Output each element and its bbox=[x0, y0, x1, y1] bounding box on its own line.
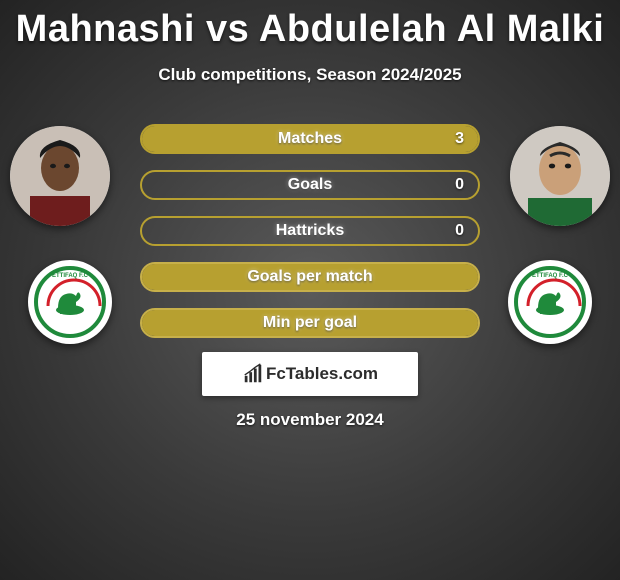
badge-arc-icon bbox=[38, 270, 110, 342]
badge-arc-icon bbox=[518, 270, 590, 342]
stat-row: Goals 0 bbox=[140, 170, 480, 200]
chart-icon bbox=[242, 363, 264, 385]
player-right-avatar bbox=[510, 126, 610, 226]
stat-label: Goals per match bbox=[247, 268, 372, 285]
page-title: Mahnashi vs Abdulelah Al Malki bbox=[0, 0, 620, 51]
club-right-badge: ETTIFAQ F.C bbox=[508, 260, 592, 344]
player-left-avatar bbox=[10, 126, 110, 226]
stat-label: Min per goal bbox=[263, 314, 357, 331]
snapshot-date: 25 november 2024 bbox=[0, 410, 620, 430]
stat-label: Matches bbox=[278, 130, 342, 147]
fctables-text: FcTables.com bbox=[266, 364, 378, 384]
page-subtitle: Club competitions, Season 2024/2025 bbox=[0, 65, 620, 85]
stat-value-right: 3 bbox=[455, 126, 464, 152]
stat-value-right: 0 bbox=[455, 172, 464, 198]
stat-row: Matches 3 bbox=[140, 124, 480, 154]
stat-label: Goals bbox=[288, 176, 332, 193]
stat-row: Hattricks 0 bbox=[140, 216, 480, 246]
fctables-watermark: FcTables.com bbox=[202, 352, 418, 396]
club-left-badge: ETTIFAQ F.C bbox=[28, 260, 112, 344]
stats-container: Matches 3 Goals 0 Hattricks 0 Goals per match M… bbox=[140, 124, 480, 354]
stat-row: Goals per match bbox=[140, 262, 480, 292]
stat-value-right: 0 bbox=[455, 218, 464, 244]
stat-label: Hattricks bbox=[276, 222, 344, 239]
stat-row: Min per goal bbox=[140, 308, 480, 338]
